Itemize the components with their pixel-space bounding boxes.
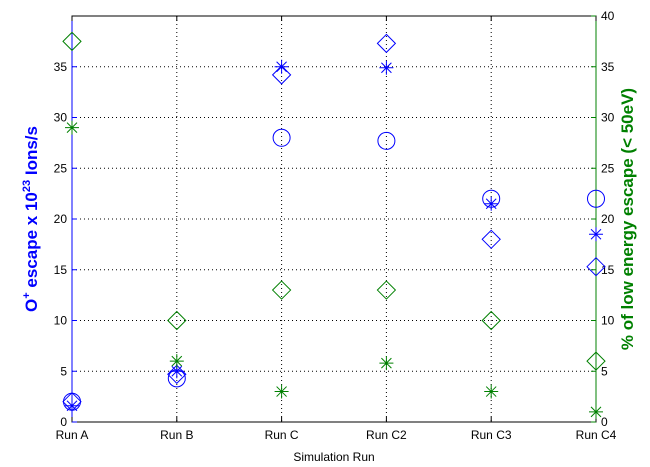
data-point-asterisk (484, 196, 499, 211)
grid-lines (72, 16, 596, 422)
left-y-axis-label-suffix: Ions/s (22, 126, 41, 180)
data-point-diamond (271, 280, 292, 300)
data-point-diamond (62, 31, 82, 52)
data-point-diamond (376, 33, 397, 54)
left-y-axis-label-superscript-1: + (21, 292, 33, 298)
data-point-circle (377, 131, 396, 150)
right-y-tick-label: 0 (601, 415, 608, 429)
left-y-axis-label-middle: escape x 10 (22, 192, 41, 292)
x-axis-label: Simulation Run (293, 450, 374, 464)
data-point-diamond (481, 310, 501, 331)
data-point-asterisk (169, 354, 184, 369)
x-tick-label: Run C (265, 428, 299, 442)
left-y-tick-label: 20 (54, 212, 68, 226)
left-y-tick-label: 30 (54, 111, 68, 125)
left-y-axis-label: O+ escape x 1023 Ions/s (21, 126, 41, 312)
left-y-tick-label: 0 (60, 415, 67, 429)
x-tick-label: Run B (160, 428, 193, 442)
data-point-asterisk (65, 398, 79, 413)
left-y-tick-label: 10 (54, 314, 68, 328)
data-point-circle (587, 189, 605, 208)
data-point-diamond (586, 256, 606, 277)
right-y-axis-label: % of low energy escape (< 50eV) (618, 88, 637, 350)
axis-ticks: Run A Run B Run C Run C2 Run C3 Run C40510152… (54, 9, 617, 442)
data-markers (62, 31, 606, 419)
data-point-diamond (271, 65, 292, 85)
right-y-tick-label: 20 (601, 212, 615, 226)
x-tick-label: Run C4 (576, 428, 617, 442)
left-y-axis-label-superscript-2: 23 (21, 180, 33, 192)
data-point-diamond (167, 364, 187, 385)
data-point-asterisk (484, 384, 499, 399)
left-y-tick-label: 15 (54, 263, 68, 277)
right-y-tick-label: 40 (601, 9, 615, 23)
plot-area (71, 15, 597, 423)
right-y-tick-label: 30 (601, 111, 615, 125)
data-point-asterisk (274, 59, 289, 74)
x-tick-label: Run C2 (366, 428, 407, 442)
data-point-asterisk (589, 404, 603, 419)
left-y-tick-label: 5 (60, 364, 67, 378)
right-y-tick-label: 10 (601, 314, 615, 328)
x-tick-label: Run C3 (471, 428, 512, 442)
right-y-tick-label: 5 (601, 364, 608, 378)
data-point-asterisk (169, 364, 184, 379)
x-tick-label: Run A (56, 428, 89, 442)
data-point-asterisk (379, 60, 394, 75)
data-point-diamond (376, 280, 397, 300)
data-point-asterisk (65, 120, 79, 135)
right-y-tick-label: 35 (601, 60, 615, 74)
left-y-axis-label-prefix: O (22, 299, 41, 312)
left-y-tick-label: 35 (54, 60, 68, 74)
data-point-asterisk (379, 356, 394, 371)
left-y-tick-label: 25 (54, 161, 68, 175)
data-point-diamond (167, 310, 187, 331)
right-y-tick-label: 25 (601, 161, 615, 175)
data-point-diamond (62, 391, 82, 412)
data-point-asterisk (274, 384, 289, 399)
data-point-asterisk (589, 227, 603, 242)
data-point-diamond (586, 351, 606, 371)
data-point-circle (272, 128, 291, 147)
data-point-diamond (481, 229, 501, 250)
